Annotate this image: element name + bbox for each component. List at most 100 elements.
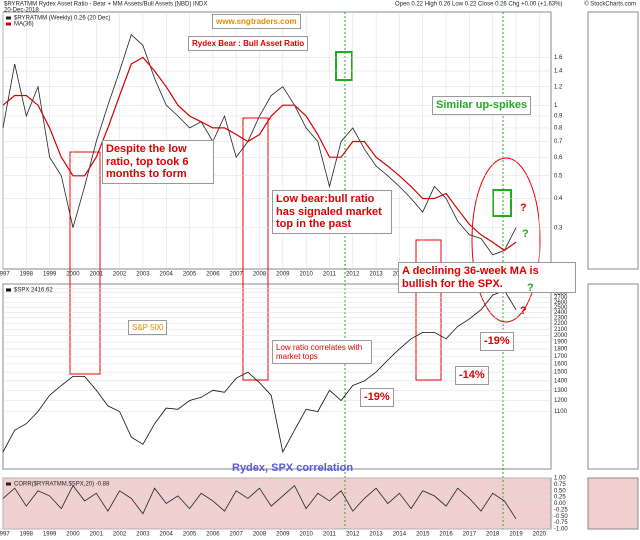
y-tick-label: 2600 (554, 300, 568, 306)
question-mark: ? (527, 282, 534, 294)
x-tick-label: 1998 (20, 532, 34, 538)
legend-label: $SPX 2416.62 (14, 288, 53, 294)
x-tick-label: 2016 (439, 532, 453, 538)
x-tick-label: 2011 (323, 532, 337, 538)
drop-label: -19% (360, 388, 394, 407)
highlight-ellipse (471, 157, 541, 323)
x-tick-label: 2005 (183, 272, 197, 278)
legend-label: MA(36) (14, 22, 34, 28)
x-tick-label: 2007 (230, 532, 244, 538)
x-tick-label: 2011 (323, 272, 337, 278)
x-tick-label: 2003 (136, 272, 150, 278)
drop-label: -14% (455, 366, 489, 385)
x-tick-label: 2017 (463, 532, 477, 538)
x-tick-label: 2004 (160, 532, 174, 538)
x-tick-label: 2015 (416, 532, 430, 538)
data-line (2, 56, 517, 252)
annotation: Low ratio correlates with market tops (272, 340, 372, 365)
x-tick-label: 2005 (183, 532, 197, 538)
y-tick-label: 1600 (554, 361, 568, 367)
x-tick-label: 2010 (299, 272, 313, 278)
y-tick-label: 0.4 (554, 196, 563, 202)
legend-swatch (6, 288, 11, 292)
highlight-box (69, 151, 101, 375)
x-tick-label: 2001 (90, 272, 104, 278)
header-source: © StockCharts.com (584, 1, 636, 8)
header-date: 20-Dec-2018 (4, 8, 39, 14)
side-panel (587, 11, 639, 270)
x-tick-label: 2000 (66, 272, 80, 278)
y-tick-label: 1100 (554, 409, 568, 415)
y-tick-label: -0.50 (554, 514, 568, 520)
y-tick-label: 2500 (554, 305, 568, 311)
question-mark: ? (520, 202, 527, 214)
x-tick-label: 2004 (160, 272, 174, 278)
y-tick-label: 2000 (554, 333, 568, 339)
y-tick-label: 0.5 (554, 173, 563, 179)
x-tick-label: 2019 (509, 532, 523, 538)
annotation: A declining 36-week MA is bullish for th… (398, 262, 576, 294)
x-tick-label: 2007 (230, 272, 244, 278)
annotation: S&P 500 (128, 320, 168, 336)
x-tick-label: 2018 (486, 532, 500, 538)
y-tick-label: 1.4 (554, 69, 563, 75)
y-tick-label: 1500 (554, 370, 568, 376)
y-tick-label: -0.25 (554, 507, 568, 513)
legend-label: $RYRATMM (Weekly) 0.26 (20 Dec) (14, 16, 110, 22)
highlight-box (242, 117, 269, 381)
legend-label: CORR($RYRATMM,$SPX,20) -0.88 (14, 482, 110, 488)
x-tick-label: 2020 (533, 532, 547, 538)
annotation: Similar up-spikes (432, 96, 532, 115)
drop-label: -19% (480, 332, 514, 351)
y-tick-label: 2400 (554, 310, 568, 316)
x-tick-label: 2006 (206, 272, 220, 278)
x-tick-label: 1999 (43, 272, 57, 278)
x-tick-label: 2008 (253, 532, 267, 538)
y-tick-label: 0.8 (554, 126, 563, 132)
x-tick-label: 2001 (90, 532, 104, 538)
spike-box (492, 189, 512, 217)
x-tick-label: 1998 (20, 272, 34, 278)
annotation: Despite the low ratio, top took 6 months… (102, 140, 214, 184)
annotation: Low bear:bull ratio has signaled market … (272, 190, 392, 234)
y-tick-label: 0.50 (554, 488, 566, 494)
y-tick-label: 2100 (554, 327, 568, 333)
legend-swatch (6, 22, 11, 26)
y-tick-label: 2300 (554, 315, 568, 321)
side-panel (587, 477, 639, 530)
y-tick-label: 1800 (554, 347, 568, 353)
highlight-box (415, 239, 442, 381)
data-line (2, 290, 517, 454)
website-label: www.sngtraders.com (212, 14, 301, 30)
y-tick-label: 0.25 (554, 495, 566, 501)
x-tick-label: 2009 (276, 532, 290, 538)
legend-swatch (6, 482, 11, 486)
x-tick-label: 1997 (0, 272, 10, 278)
y-tick-label: 1400 (554, 378, 568, 384)
x-tick-label: 2010 (299, 532, 313, 538)
y-tick-label: 0.6 (554, 155, 563, 161)
y-tick-label: -0.75 (554, 520, 568, 526)
x-tick-label: 2012 (346, 272, 360, 278)
x-tick-label: 1999 (43, 532, 57, 538)
y-tick-label: 1900 (554, 340, 568, 346)
y-tick-label: 1300 (554, 388, 568, 394)
data-line (2, 33, 517, 256)
y-tick-label: 1.2 (554, 84, 563, 90)
y-tick-label: 0.3 (554, 225, 563, 231)
question-mark: ? (520, 305, 527, 317)
y-tick-label: 1.00 (554, 476, 566, 482)
y-tick-label: -1.00 (554, 527, 568, 533)
y-tick-label: 2700 (554, 295, 568, 301)
x-tick-label: 2013 (369, 532, 383, 538)
x-tick-label: 2014 (393, 532, 407, 538)
x-tick-label: 2013 (369, 272, 383, 278)
question-mark: ? (522, 228, 529, 240)
panel-frame (2, 283, 552, 470)
y-tick-label: 1 (554, 103, 558, 109)
header-quote: Open 0.22 High 0.26 Low 0.22 Close 0.26 … (395, 2, 562, 8)
y-tick-label: 0.7 (554, 139, 563, 145)
y-tick-label: 2800 (554, 290, 568, 296)
x-tick-label: 2008 (253, 272, 267, 278)
